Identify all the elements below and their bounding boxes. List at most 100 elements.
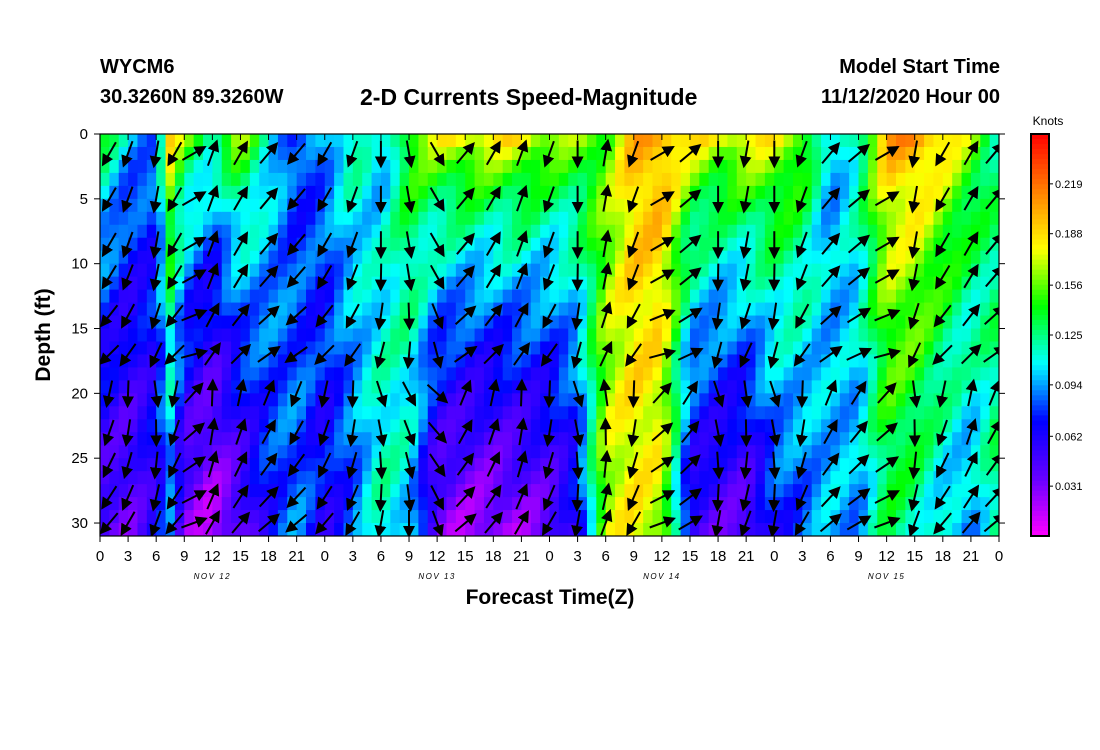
heatmap-cell: [549, 445, 560, 459]
heatmap-cell: [802, 237, 813, 252]
x-tick-label: 15: [457, 548, 474, 565]
heatmap-cell: [708, 380, 719, 394]
heatmap-cell: [746, 432, 757, 446]
heatmap-cell: [727, 302, 738, 317]
current-vector-arrow: [711, 302, 724, 331]
heatmap-cell: [259, 497, 270, 511]
current-vector-arrow: [908, 510, 921, 536]
heatmap-cell: [465, 250, 476, 265]
heatmap-cell: [362, 367, 373, 381]
heatmap-cell: [792, 237, 803, 252]
current-vector-arrow: [181, 191, 207, 207]
heatmap-cell: [652, 341, 663, 356]
heatmap-cell: [718, 341, 729, 356]
heatmap-cell: [867, 419, 878, 433]
heatmap-cell: [867, 237, 878, 252]
heatmap-cell: [643, 159, 654, 174]
heatmap-cell: [764, 510, 775, 524]
heatmap-cell: [643, 497, 654, 511]
heatmap-cell: [736, 406, 747, 420]
heatmap-cell: [128, 302, 139, 317]
heatmap-cell: [530, 380, 541, 394]
heatmap-cell: [446, 263, 457, 278]
x-tick-label: 0: [96, 548, 104, 565]
heatmap-cell: [193, 393, 204, 407]
heatmap-cell: [952, 289, 963, 304]
current-vector-arrow: [317, 232, 333, 258]
heatmap-cell: [605, 393, 616, 407]
heatmap-cell: [530, 328, 541, 343]
heatmap-cell: [483, 341, 494, 356]
current-vector-arrow: [600, 301, 613, 329]
heatmap-cell: [586, 393, 597, 407]
current-vector-arrow: [571, 451, 584, 480]
heatmap-cell: [193, 289, 204, 304]
heatmap-cell: [839, 237, 850, 252]
heatmap-cell: [914, 211, 925, 226]
heatmap-cell: [259, 471, 270, 485]
heatmap-cell: [474, 315, 485, 330]
heatmap-cell: [605, 172, 616, 187]
current-vector-arrow: [102, 419, 115, 447]
colorbar-segment: [1031, 159, 1049, 165]
heatmap-cell: [483, 250, 494, 265]
heatmap-cell: [952, 198, 963, 213]
heatmap-cell: [577, 159, 588, 174]
heatmap-cell: [203, 497, 213, 511]
heatmap-cell: [914, 432, 925, 446]
heatmap-cell: [399, 134, 410, 148]
heatmap-cell: [886, 497, 897, 511]
heatmap-cell: [886, 211, 897, 226]
heatmap-cell: [521, 146, 532, 161]
heatmap-cell: [970, 276, 981, 291]
heatmap-cell: [390, 380, 401, 394]
heatmap-cell: [146, 484, 157, 498]
current-vector-arrow: [232, 263, 249, 289]
heatmap-cell: [465, 354, 476, 369]
colorbar-segment: [1031, 500, 1049, 507]
heatmap-cell: [493, 276, 504, 291]
current-vector-arrow: [711, 341, 724, 369]
current-vector-arrow: [713, 380, 725, 408]
heatmap-cell: [989, 224, 999, 239]
heatmap-cell: [296, 523, 307, 536]
heatmap-cell: [586, 419, 597, 433]
heatmap-cell: [221, 523, 232, 536]
heatmap-cell: [409, 224, 419, 239]
current-vector-arrow: [514, 302, 529, 328]
heatmap-cell: [643, 250, 654, 265]
heatmap-cell: [540, 224, 551, 239]
heatmap-cell: [877, 315, 888, 330]
current-vector-arrow: [149, 140, 162, 169]
current-vector-arrow: [649, 516, 676, 529]
heatmap-cell: [746, 159, 757, 174]
heatmap-cell: [409, 367, 419, 381]
heatmap-cell: [746, 146, 757, 161]
heatmap-cell: [727, 471, 738, 485]
current-vector-arrow: [935, 187, 951, 212]
heatmap-cell: [680, 484, 691, 498]
heatmap-cell: [455, 146, 466, 161]
heatmap-cell: [409, 134, 419, 148]
heatmap-cell: [231, 263, 242, 278]
current-vector-arrow: [101, 264, 117, 290]
heatmap-cell: [259, 393, 270, 407]
current-vector-arrow: [679, 234, 702, 254]
heatmap-cell: [914, 224, 925, 239]
heatmap-cell: [811, 341, 822, 356]
heatmap-cell: [718, 497, 729, 511]
heatmap-cell: [193, 523, 204, 536]
colorbar-segment: [1031, 254, 1049, 261]
heatmap-cell: [493, 393, 504, 407]
heatmap-cell: [633, 484, 644, 498]
heatmap-cell: [727, 198, 738, 213]
heatmap-cell: [418, 185, 429, 200]
heatmap-cell: [596, 510, 607, 524]
heatmap-cell: [156, 354, 167, 369]
heatmap-cell: [689, 328, 700, 343]
heatmap-cell: [942, 328, 953, 343]
heatmap-cell: [727, 185, 738, 200]
heatmap-cell: [512, 263, 522, 278]
heatmap-cell: [605, 250, 616, 265]
heatmap-cell: [671, 328, 682, 343]
